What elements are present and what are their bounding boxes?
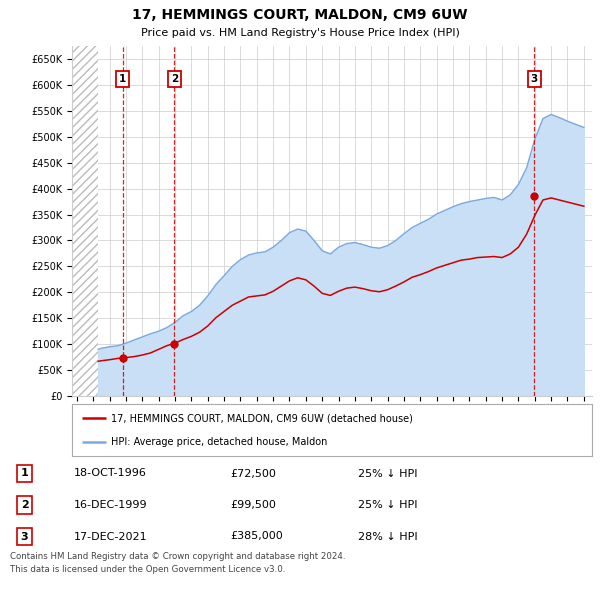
Text: 25% ↓ HPI: 25% ↓ HPI — [358, 468, 418, 478]
Text: 28% ↓ HPI: 28% ↓ HPI — [358, 532, 418, 542]
Text: 18-OCT-1996: 18-OCT-1996 — [74, 468, 146, 478]
Text: Price paid vs. HM Land Registry's House Price Index (HPI): Price paid vs. HM Land Registry's House … — [140, 28, 460, 38]
Text: 17, HEMMINGS COURT, MALDON, CM9 6UW (detached house): 17, HEMMINGS COURT, MALDON, CM9 6UW (det… — [111, 413, 413, 423]
Text: 2: 2 — [171, 74, 178, 84]
Text: £385,000: £385,000 — [230, 532, 283, 542]
Text: 1: 1 — [20, 468, 28, 478]
Text: 2: 2 — [20, 500, 28, 510]
Text: 3: 3 — [530, 74, 538, 84]
Text: 1: 1 — [119, 74, 126, 84]
Text: £99,500: £99,500 — [230, 500, 276, 510]
Text: 17, HEMMINGS COURT, MALDON, CM9 6UW: 17, HEMMINGS COURT, MALDON, CM9 6UW — [132, 8, 468, 22]
Text: 17-DEC-2021: 17-DEC-2021 — [74, 532, 148, 542]
Text: £72,500: £72,500 — [230, 468, 276, 478]
Text: Contains HM Land Registry data © Crown copyright and database right 2024.
This d: Contains HM Land Registry data © Crown c… — [10, 552, 346, 573]
Text: HPI: Average price, detached house, Maldon: HPI: Average price, detached house, Mald… — [111, 437, 328, 447]
Text: 25% ↓ HPI: 25% ↓ HPI — [358, 500, 418, 510]
Text: 16-DEC-1999: 16-DEC-1999 — [74, 500, 148, 510]
Text: 3: 3 — [20, 532, 28, 542]
